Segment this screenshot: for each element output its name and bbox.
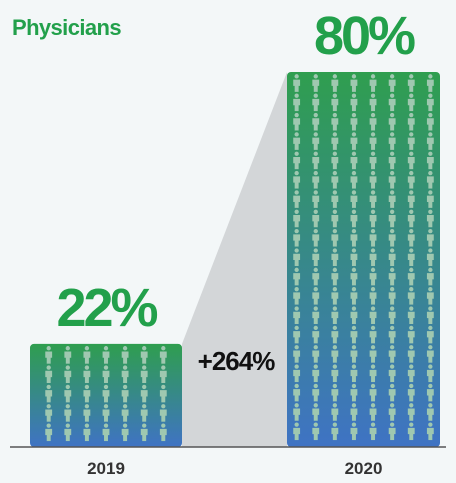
- value-label: 22%: [56, 278, 157, 338]
- value-label: 80%: [314, 6, 415, 66]
- x-tick-label: 2019: [87, 459, 125, 478]
- x-tick-label: 2020: [345, 459, 383, 478]
- chart-title: Physicians: [12, 15, 121, 40]
- change-label: +264%: [198, 346, 276, 376]
- bar-2020: 80% 2020: [287, 6, 440, 478]
- growth-connector: [182, 72, 287, 447]
- bar-2019: 22% 2019: [30, 278, 182, 478]
- bar-fill: [287, 72, 440, 447]
